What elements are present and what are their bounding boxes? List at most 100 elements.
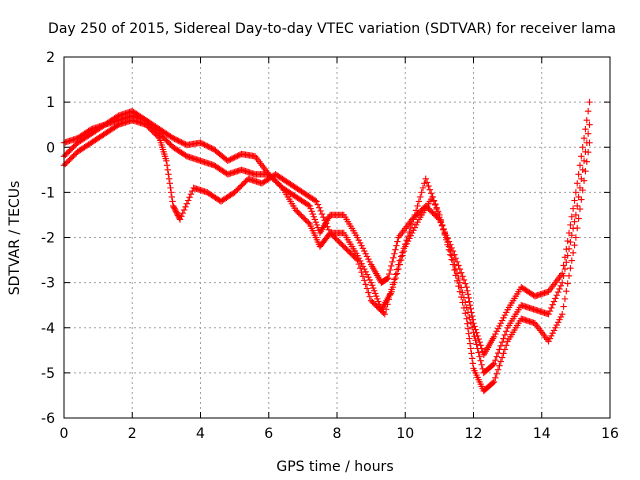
data-point	[552, 324, 559, 331]
data-point	[387, 266, 394, 274]
data-point	[554, 319, 562, 326]
data-point	[436, 211, 443, 219]
y-tick-label: 2	[46, 50, 55, 66]
data-point	[498, 338, 506, 346]
data-point	[301, 215, 308, 222]
data-point	[169, 198, 176, 205]
data-point	[64, 158, 72, 165]
data-point	[198, 140, 206, 147]
data-point	[70, 143, 77, 150]
data-point	[455, 283, 462, 290]
data-point	[554, 288, 562, 296]
data-point	[171, 135, 178, 143]
data-point	[430, 210, 438, 218]
chart-title: Day 250 of 2015, Sidereal Day-to-day VTE…	[48, 21, 616, 37]
data-point	[63, 150, 70, 157]
data-point	[170, 204, 178, 211]
data-point	[469, 360, 477, 367]
data-point	[361, 277, 368, 284]
data-point	[565, 245, 573, 252]
data-point	[372, 301, 379, 308]
data-point	[326, 229, 334, 237]
data-point	[70, 152, 77, 160]
data-point	[441, 231, 449, 238]
x-tick-label: 4	[196, 426, 205, 442]
data-point	[477, 357, 484, 364]
data-point	[227, 156, 234, 163]
data-point	[459, 273, 466, 280]
data-point	[114, 113, 121, 120]
data-point	[478, 361, 485, 368]
data-point	[165, 175, 173, 183]
data-point	[313, 198, 320, 205]
data-point	[145, 124, 152, 131]
data-point	[476, 353, 483, 360]
data-point	[582, 167, 589, 175]
data-point	[71, 151, 79, 158]
data-point	[311, 216, 319, 223]
data-point	[397, 253, 405, 260]
data-point	[572, 234, 580, 241]
data-point	[152, 130, 159, 138]
data-point	[185, 197, 192, 204]
data-point	[407, 224, 414, 232]
data-point	[232, 187, 240, 195]
data-point	[273, 179, 281, 186]
data-point	[176, 138, 184, 145]
data-point	[567, 238, 574, 246]
data-point	[339, 241, 346, 249]
data-point	[556, 285, 563, 293]
data-point	[231, 189, 238, 196]
data-point	[492, 330, 499, 338]
data-point	[236, 183, 244, 191]
data-point	[393, 266, 401, 273]
data-point	[545, 311, 552, 318]
data-point	[503, 328, 510, 335]
data-point	[174, 210, 181, 218]
data-point	[389, 258, 396, 266]
data-point	[455, 274, 462, 282]
data-point	[464, 291, 472, 298]
data-point	[329, 232, 337, 239]
data-point	[426, 186, 434, 193]
data-point	[464, 287, 471, 294]
data-point	[67, 146, 75, 153]
data-point	[496, 346, 503, 353]
data-point	[337, 240, 345, 248]
data-point	[163, 162, 171, 169]
data-point	[365, 274, 372, 281]
data-point	[318, 210, 326, 218]
data-point	[363, 285, 371, 292]
data-point	[579, 166, 586, 174]
data-point	[417, 193, 424, 201]
data-point	[307, 205, 314, 212]
data-point	[583, 116, 590, 124]
data-point	[370, 287, 378, 294]
data-point	[275, 180, 282, 188]
data-point	[557, 313, 565, 321]
data-point	[333, 236, 341, 243]
data-point	[186, 194, 193, 201]
data-point	[325, 226, 333, 234]
data-point	[498, 354, 506, 361]
data-point	[328, 231, 335, 238]
data-point	[171, 205, 178, 212]
data-point	[206, 144, 214, 151]
data-point	[432, 200, 439, 208]
data-point	[308, 208, 315, 215]
data-point	[367, 279, 375, 286]
data-point	[316, 204, 323, 211]
data-point	[560, 262, 567, 269]
data-point	[161, 135, 169, 143]
data-point	[550, 327, 558, 334]
data-point	[392, 271, 399, 278]
data-point	[179, 209, 186, 217]
data-point	[387, 291, 394, 298]
y-tick-label: -6	[41, 411, 55, 427]
data-point	[362, 250, 369, 257]
data-point	[568, 232, 575, 239]
data-point	[492, 374, 499, 382]
data-point	[385, 296, 393, 303]
data-point	[306, 202, 313, 210]
